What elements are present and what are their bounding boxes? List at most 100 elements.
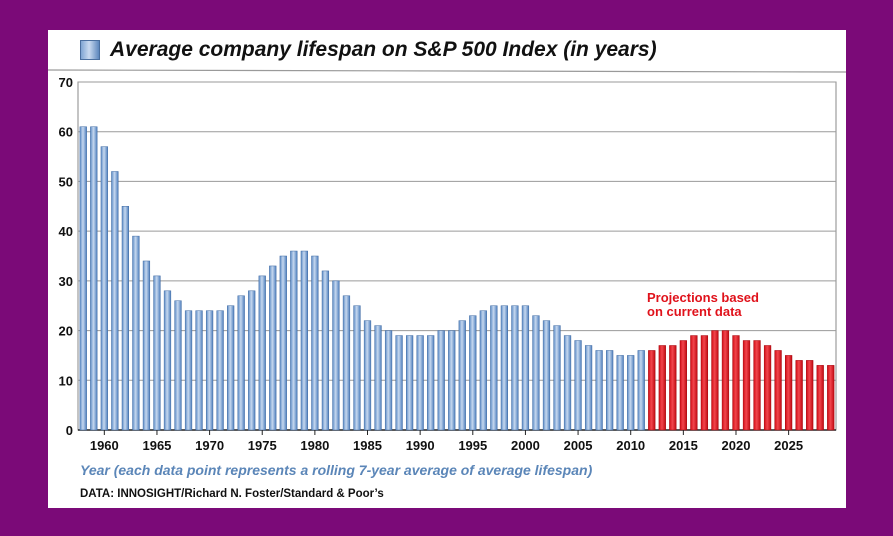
historical-bar [132,235,140,431]
projection-bar [648,350,656,431]
y-tick-label: 0 [66,423,73,438]
historical-bar [532,315,540,431]
historical-bar [363,320,372,431]
historical-bar [111,171,119,431]
x-tick-label: 1965 [142,438,171,453]
historical-bar [384,330,393,431]
x-tick-label: 2015 [669,438,698,453]
historical-bar [563,335,572,431]
projection-annotation-line: Projections based [647,290,759,305]
x-axis-label: Year (each data point represents a rolli… [80,462,593,478]
historical-bar [448,330,456,431]
projection-bar [679,340,687,431]
historical-bar [395,335,403,431]
projection-bar [774,350,782,431]
historical-bar [332,280,340,431]
projection-bar [669,345,677,431]
historical-bar [300,250,308,431]
x-tick-label: 2005 [564,438,593,453]
historical-bar [479,310,487,431]
historical-bar [500,305,508,431]
historical-bar [121,206,129,431]
historical-bar [79,126,87,431]
historical-bar [437,330,445,431]
projection-bar [690,335,698,431]
y-tick-label: 30 [59,274,73,289]
historical-bar [353,305,361,431]
chart-title: Average company lifespan on S&P 500 Inde… [110,38,657,61]
title-divider [47,69,847,73]
historical-bar [184,310,193,431]
y-tick-label: 20 [59,324,73,339]
projection-bar [732,335,740,431]
historical-bar [406,335,414,431]
historical-bar [321,270,330,431]
x-tick-label: 1990 [406,438,435,453]
historical-bar [311,255,319,431]
projection-bar [721,330,730,431]
x-tick-label: 1960 [90,438,119,453]
y-tick-label: 50 [59,174,73,189]
projection-bar [658,345,666,431]
historical-bar [290,250,298,431]
historical-bar [195,310,203,431]
x-tick-label: 2000 [511,438,540,453]
historical-bar [342,295,351,431]
projection-bar [711,330,719,431]
projection-bar [753,340,761,431]
projection-bar [795,360,803,431]
legend-swatch-icon [80,40,100,60]
data-source: DATA: INNOSIGHT/Richard N. Foster/Standa… [80,488,384,500]
historical-bar [584,345,593,431]
historical-bar [237,295,245,431]
historical-bar [374,325,382,431]
historical-bar [427,335,435,431]
x-tick-label: 1995 [458,438,487,453]
historical-bar [279,255,287,431]
historical-bar [458,320,466,431]
historical-bar [595,350,603,431]
x-tick-label: 2010 [616,438,645,453]
historical-bar [258,275,266,431]
historical-bar [616,355,624,431]
historical-bar [100,146,108,431]
title-row: Average company lifespan on S&P 500 Inde… [80,36,657,64]
historical-bar [521,305,530,431]
historical-bar [574,340,582,431]
x-tick-label: 1975 [248,438,277,453]
historical-bar [153,275,161,431]
historical-bar [227,305,235,431]
historical-bar [490,305,498,431]
y-tick-label: 40 [59,224,73,239]
historical-bar [163,290,172,431]
historical-bar [269,265,277,431]
x-tick-label: 1985 [353,438,382,453]
historical-bar [469,315,477,431]
projection-bar [827,365,835,431]
historical-bar [142,260,151,431]
historical-bar [606,350,614,431]
x-tick-label: 2025 [774,438,803,453]
y-tick-label: 70 [59,75,73,90]
projection-bar [816,365,824,431]
historical-bar [637,350,645,431]
x-tick-label: 1970 [195,438,224,453]
historical-bar [205,310,214,431]
x-tick-label: 1980 [300,438,329,453]
historical-bar [511,305,519,431]
projection-annotation-line: on current data [647,304,742,319]
historical-bar [90,126,98,431]
projection-bar [785,355,793,431]
y-tick-label: 60 [59,125,73,140]
historical-bar [174,300,182,431]
historical-bar [542,320,551,431]
historical-bar [627,355,635,431]
projection-bar [806,360,814,431]
y-tick-label: 10 [59,373,73,388]
x-tick-label: 2020 [722,438,751,453]
historical-bar [416,335,424,431]
projection-bar [700,335,709,431]
historical-bar [553,325,561,431]
projection-bar [763,345,772,431]
